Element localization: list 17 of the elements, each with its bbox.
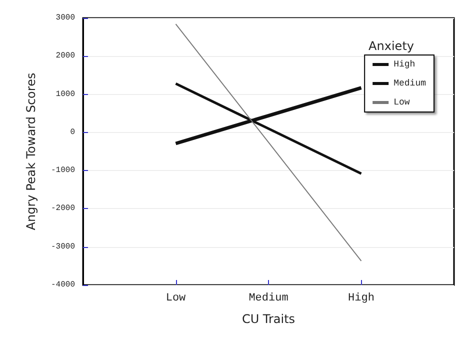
- x-tick-label: Low: [166, 292, 186, 304]
- y-tick-label: -4000: [50, 280, 76, 290]
- y-tick-label: -2000: [50, 204, 76, 214]
- x-tick-label: High: [348, 292, 374, 304]
- legend-label: High: [394, 60, 416, 70]
- y-tick-label: -3000: [50, 242, 76, 252]
- legend-title: Anxiety: [368, 39, 414, 53]
- y-tick-label: 1000: [56, 90, 76, 99]
- x-axis-title: CU Traits: [242, 312, 296, 326]
- y-tick-label: 3000: [56, 14, 76, 22]
- legend-label: Low: [394, 98, 410, 108]
- legend-label: Medium: [394, 78, 426, 88]
- y-tick-label: 2000: [56, 52, 76, 61]
- y-axis-title: Angry Peak Toward Scores: [24, 72, 38, 230]
- x-tick-label: Medium: [248, 292, 289, 304]
- y-tick-label: -1000: [50, 166, 76, 176]
- y-tick-label: 0: [70, 128, 76, 137]
